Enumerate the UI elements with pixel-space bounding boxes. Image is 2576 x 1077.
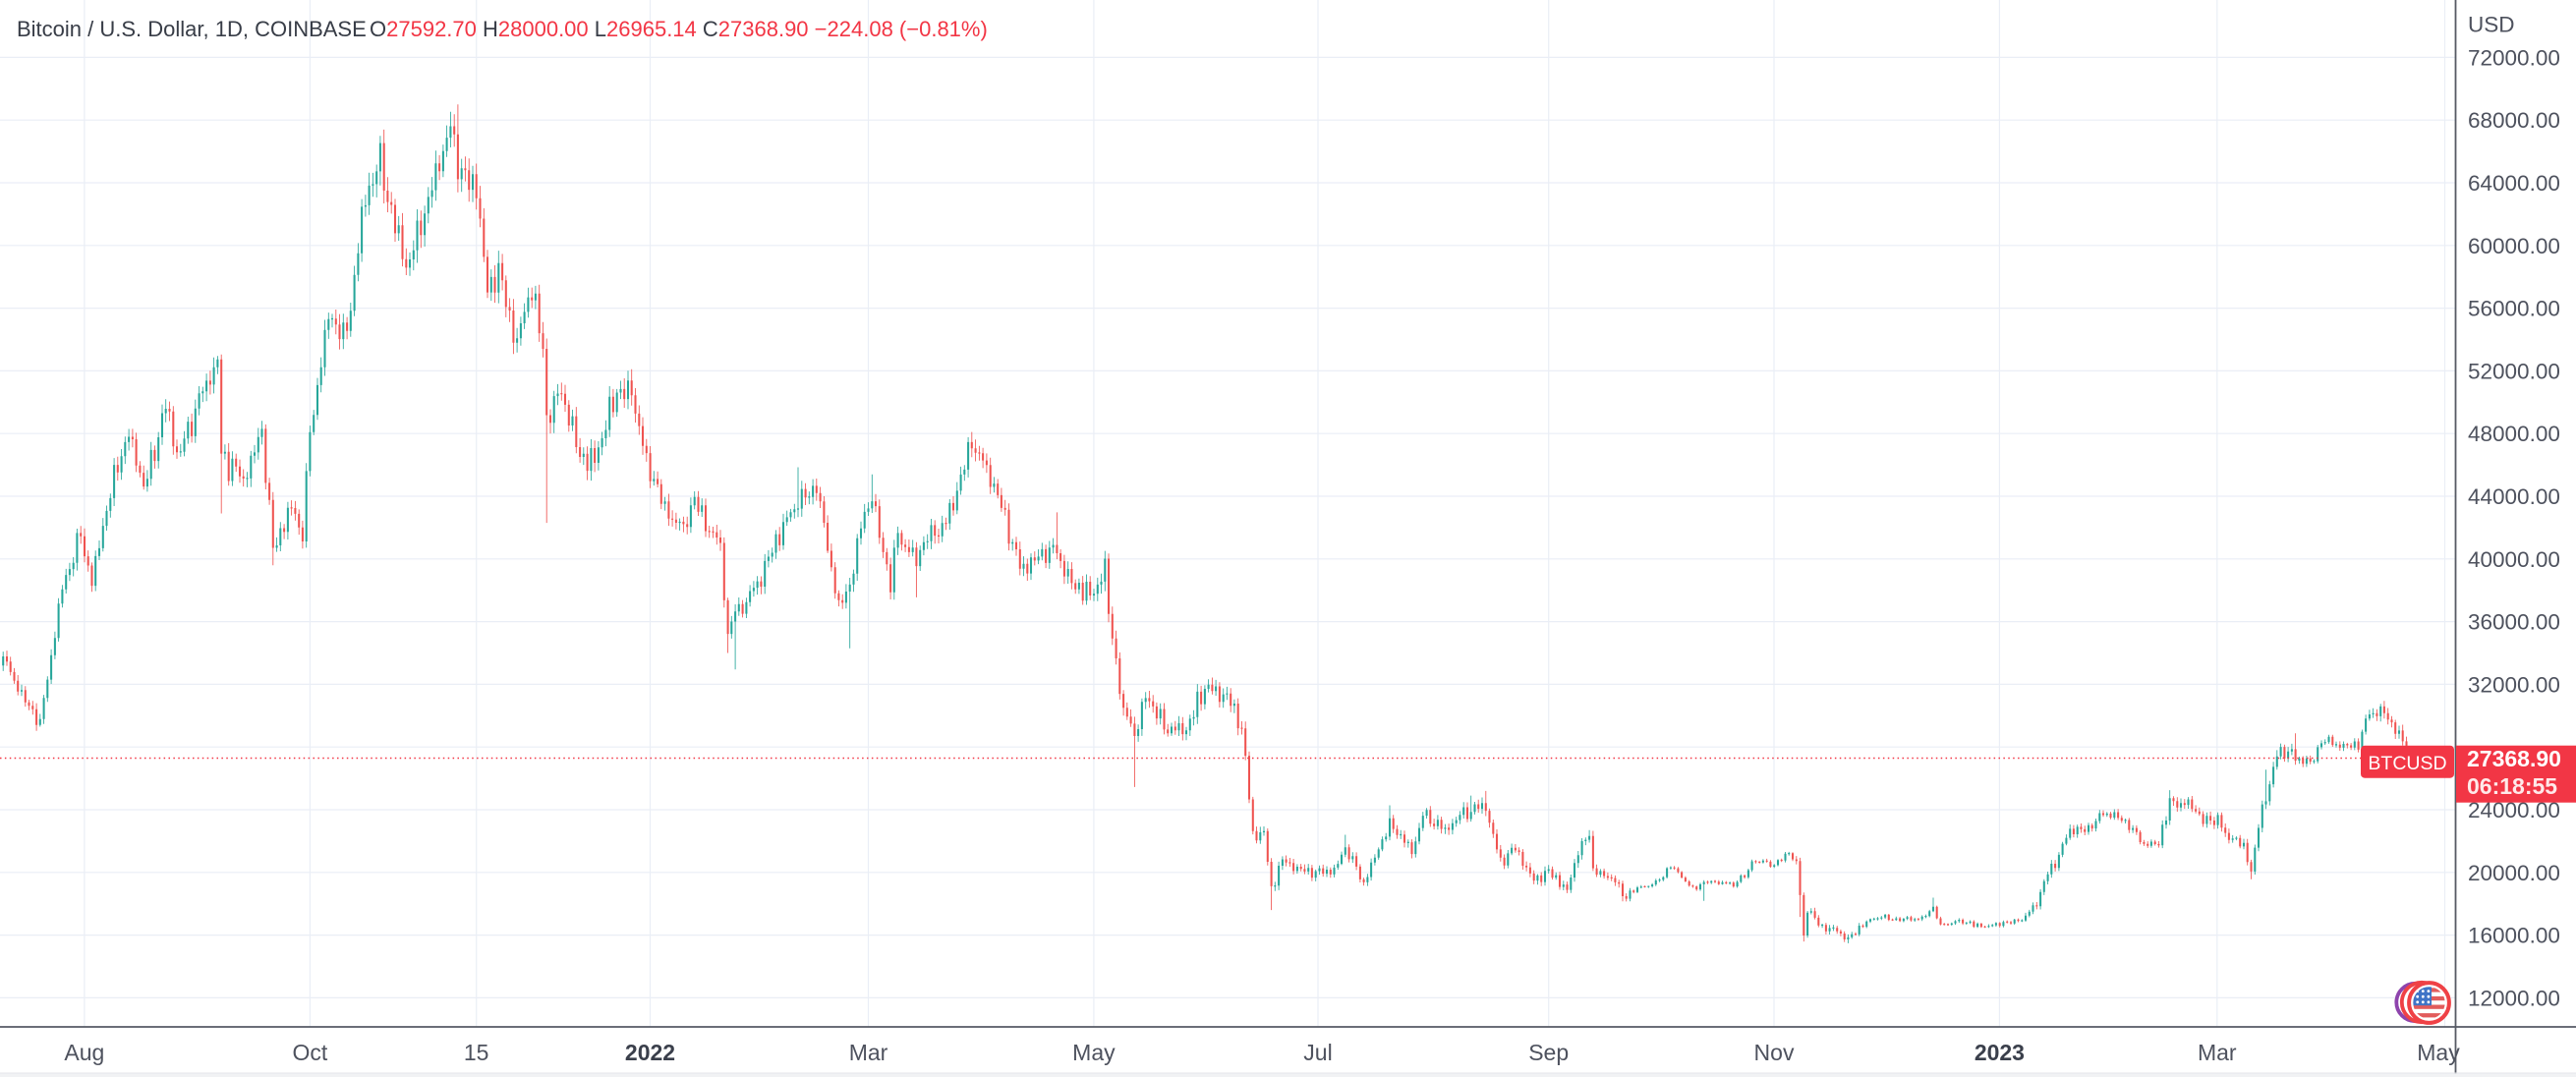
- svg-text:12000.00: 12000.00: [2468, 986, 2560, 1010]
- svg-text:60000.00: 60000.00: [2468, 234, 2560, 258]
- svg-text:64000.00: 64000.00: [2468, 171, 2560, 196]
- svg-text:Sep: Sep: [1528, 1040, 1569, 1065]
- svg-text:40000.00: 40000.00: [2468, 547, 2560, 572]
- svg-text:USD: USD: [2468, 13, 2515, 37]
- svg-text:56000.00: 56000.00: [2468, 297, 2560, 321]
- svg-text:Aug: Aug: [64, 1040, 104, 1065]
- svg-text:Jul: Jul: [1303, 1040, 1332, 1065]
- svg-text:32000.00: 32000.00: [2468, 672, 2560, 697]
- svg-text:May: May: [2417, 1040, 2460, 1065]
- svg-text:2022: 2022: [625, 1040, 675, 1065]
- svg-text:48000.00: 48000.00: [2468, 422, 2560, 446]
- svg-text:72000.00: 72000.00: [2468, 45, 2560, 70]
- svg-text:Nov: Nov: [1754, 1040, 1795, 1065]
- svg-text:O27592.70 H28000.00 L26965.1: O27592.70 H28000.00 L26965.14 C27368.90 …: [370, 17, 988, 41]
- svg-text:06:18:55: 06:18:55: [2467, 773, 2557, 799]
- svg-text:16000.00: 16000.00: [2468, 924, 2560, 948]
- svg-text:Mar: Mar: [849, 1040, 888, 1065]
- svg-text:May: May: [1072, 1040, 1116, 1065]
- svg-text:Oct: Oct: [293, 1040, 328, 1065]
- svg-text:44000.00: 44000.00: [2468, 484, 2560, 509]
- svg-text:BTCUSD: BTCUSD: [2368, 753, 2446, 774]
- svg-text:2023: 2023: [1975, 1040, 2025, 1065]
- svg-text:27368.90: 27368.90: [2467, 746, 2561, 771]
- svg-text:52000.00: 52000.00: [2468, 359, 2560, 383]
- svg-text:15: 15: [464, 1040, 489, 1065]
- svg-text:Bitcoin / U.S. Dollar, 1D, COI: Bitcoin / U.S. Dollar, 1D, COINBASE: [17, 17, 367, 41]
- svg-text:36000.00: 36000.00: [2468, 610, 2560, 635]
- svg-text:Mar: Mar: [2198, 1040, 2237, 1065]
- svg-text:20000.00: 20000.00: [2468, 861, 2560, 885]
- svg-text:68000.00: 68000.00: [2468, 108, 2560, 133]
